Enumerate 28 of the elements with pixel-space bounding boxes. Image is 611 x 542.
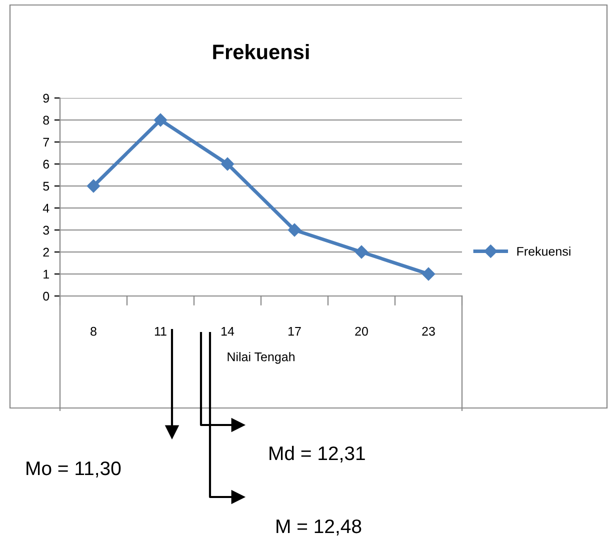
y-tick-label: 8 — [43, 116, 50, 125]
y-tick-label: 3 — [43, 226, 50, 235]
point — [422, 267, 436, 281]
y-tick-label: 1 — [44, 270, 49, 279]
x-axis-title: Nilai Tengah — [228, 352, 294, 364]
y-tick-label: 9 — [43, 94, 49, 103]
y-tick-label: 0 — [43, 292, 50, 301]
point — [354, 245, 368, 259]
text: Mo = 11,30 — [26, 461, 121, 478]
x-tick-label: 11 — [154, 327, 166, 336]
y-tick-label: 7 — [43, 138, 49, 147]
x-tick-label: 20 — [355, 326, 368, 336]
y-tick-label: 4 — [42, 204, 50, 213]
legend-label: Frekuensi — [517, 246, 570, 256]
x-tick-label: 14 — [222, 327, 234, 336]
point — [288, 223, 302, 237]
text: M = 12,48 — [276, 519, 362, 536]
y-tick-label: 5 — [43, 182, 50, 191]
chart-title: Frekuensi — [213, 44, 309, 60]
point — [220, 157, 234, 171]
x-tick-label: 8 — [90, 326, 96, 336]
point — [86, 179, 100, 193]
x-tick-label: 17 — [288, 327, 301, 336]
x-tick-label: 23 — [422, 326, 435, 336]
point — [154, 113, 168, 127]
y-tick-label: 6 — [43, 160, 50, 169]
y-tick-label: 2 — [43, 248, 49, 257]
text: Md = 12,31 — [270, 446, 365, 463]
